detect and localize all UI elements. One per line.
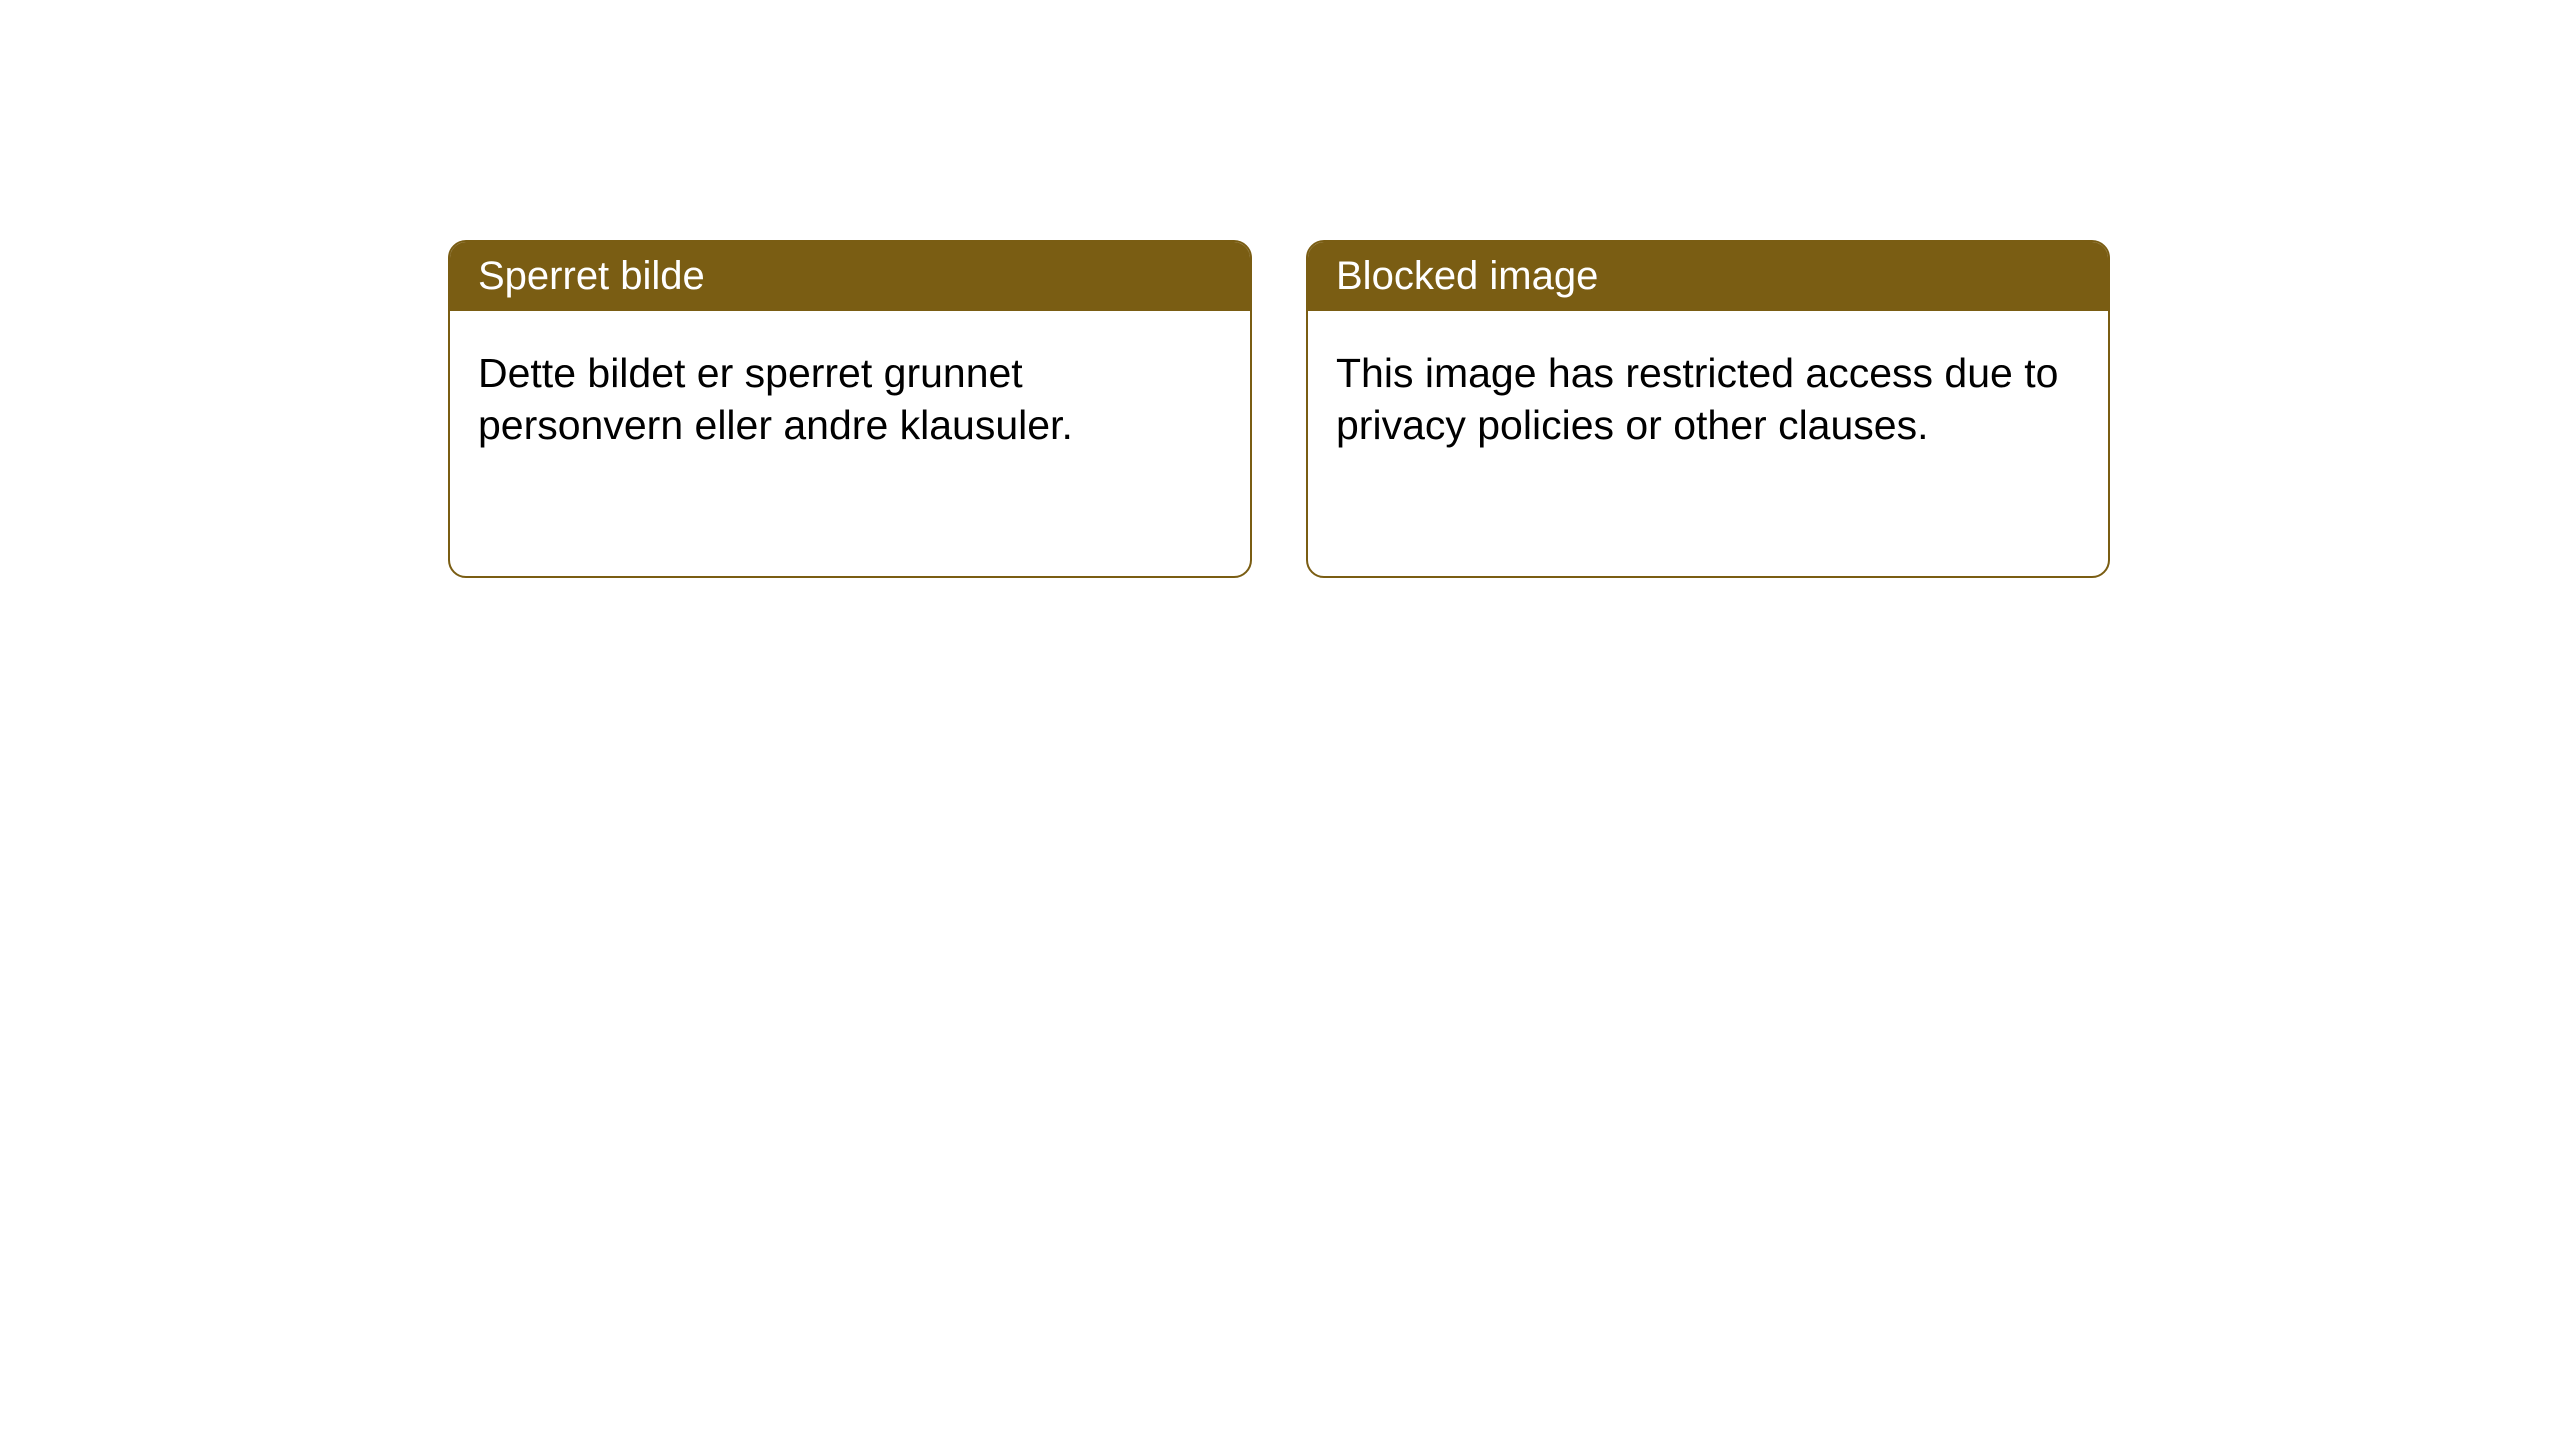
notice-message: This image has restricted access due to … [1336,350,2058,448]
notice-header: Blocked image [1308,242,2108,311]
notice-card-english: Blocked image This image has restricted … [1306,240,2110,578]
notice-card-norwegian: Sperret bilde Dette bildet er sperret gr… [448,240,1252,578]
notice-message: Dette bildet er sperret grunnet personve… [478,350,1073,448]
notice-body: Dette bildet er sperret grunnet personve… [450,311,1250,488]
notice-header: Sperret bilde [450,242,1250,311]
notice-title: Blocked image [1336,254,1598,298]
notice-title: Sperret bilde [478,254,705,298]
notice-body: This image has restricted access due to … [1308,311,2108,488]
notice-container: Sperret bilde Dette bildet er sperret gr… [448,240,2110,578]
